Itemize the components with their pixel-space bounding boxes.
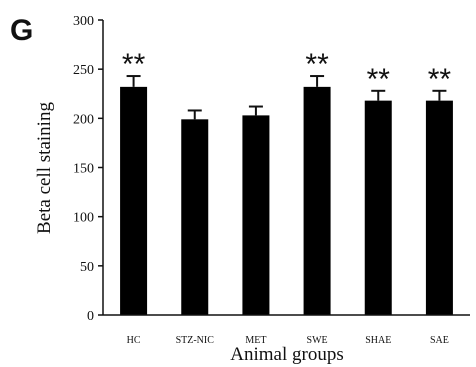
x-tick-label: STZ-NIC — [176, 335, 215, 346]
y-tick-label: 300 — [73, 14, 94, 29]
significance-annotation: ** — [367, 63, 391, 96]
significance-annotation: ** — [428, 63, 452, 96]
x-axis-label: Animal groups — [230, 344, 343, 365]
y-tick-label: 100 — [73, 211, 94, 226]
bar — [120, 86, 148, 315]
y-tick-label: 150 — [73, 162, 94, 177]
x-tick-label: SWE — [307, 335, 328, 346]
x-axis: HC STZ-NIC MET SWE SHAE SAE — [103, 314, 470, 346]
x-tick-label: HC — [127, 335, 141, 346]
bar — [303, 86, 331, 315]
y-tick-label: 50 — [80, 260, 94, 275]
x-tick-label: MET — [245, 335, 266, 346]
y-tick-label: 250 — [73, 63, 94, 78]
y-axis: 0 50 100 150 200 250 300 — [73, 14, 104, 324]
bar — [425, 100, 453, 315]
panel-label: G — [10, 14, 33, 47]
bar — [242, 115, 270, 315]
bar — [181, 119, 209, 315]
x-tick-label: SAE — [430, 335, 449, 346]
significance-annotation: ** — [122, 48, 146, 81]
bar — [364, 100, 392, 315]
y-tick-label: 200 — [73, 112, 94, 127]
x-tick-label: SHAE — [365, 335, 391, 346]
significance-annotation: ** — [305, 48, 329, 81]
bars-group: ** ** ** ** — [120, 48, 453, 315]
y-axis-label: Beta cell staining — [34, 102, 55, 234]
y-tick-label: 0 — [87, 309, 94, 324]
